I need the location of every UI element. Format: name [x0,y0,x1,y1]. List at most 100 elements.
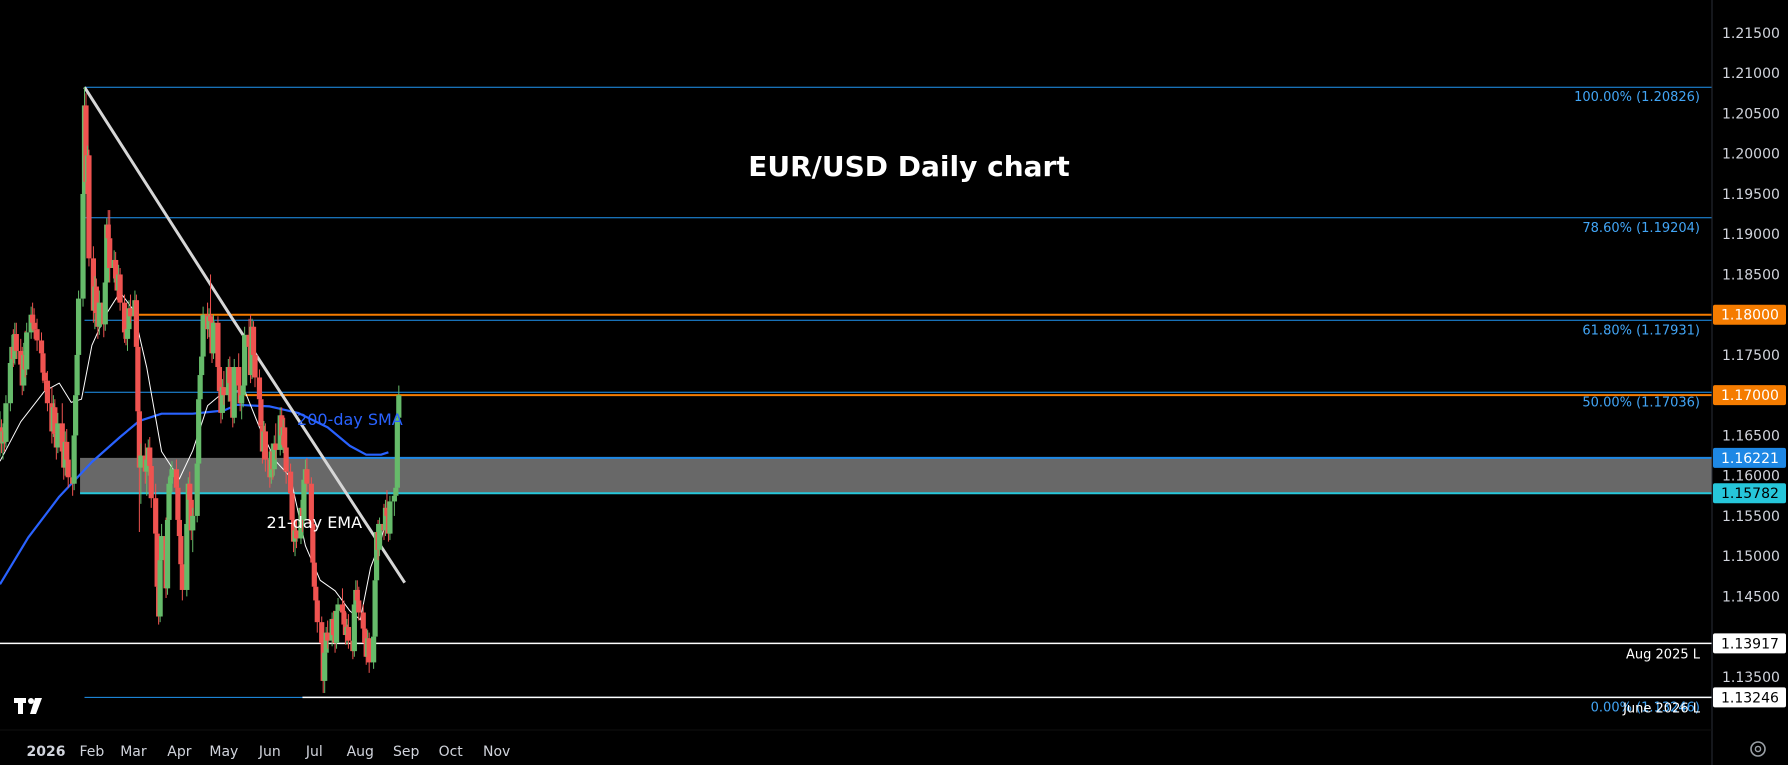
gear-icon[interactable] [1750,741,1766,757]
candle-body-106 [219,387,225,413]
candle-body-145 [301,479,307,520]
candle-body-32 [65,459,71,478]
candle-body-189 [393,487,399,496]
candle-body-12 [21,354,27,386]
candle-94 [196,391,202,472]
candle-body-87 [179,564,185,590]
candle-122 [252,346,258,388]
candle-body-190 [394,417,400,488]
candle-body-132 [273,443,279,450]
level-lines-layer [0,86,1712,699]
candle-body-152 [314,600,320,623]
candle-49 [102,274,108,331]
candle-179 [372,572,378,644]
candle-body-94 [196,399,202,464]
candle-body-185 [384,507,390,516]
candle-body-73 [153,498,159,534]
candle-body-115 [239,395,245,404]
price-tick-13: 1.13500 [1722,670,1780,686]
candle-14 [24,322,30,376]
price-tick-0: 1.21500 [1722,26,1780,42]
candle-93 [194,455,200,523]
candle-body-61 [126,308,132,330]
annotation-1: 21-day EMA [267,513,363,532]
candle-152 [314,594,320,633]
candle-134 [279,407,285,446]
candle-191 [396,385,402,424]
candle-body-173 [360,612,366,629]
candles-layer [0,86,402,693]
fib-label-2: 61.80% (1.17931) [1582,323,1700,338]
candle-117 [242,326,248,392]
candle-34 [71,425,77,491]
candle-body-191 [396,395,402,418]
candle-77 [159,523,165,573]
candle-body-97 [200,314,206,357]
time-tick-4: May [209,744,238,760]
candle-body-90 [187,483,193,500]
candle-132 [273,423,279,460]
time-tick-7: Aug [347,744,374,760]
price-tag-box-3 [1713,483,1786,504]
chart-labels-layer: 100.00% (1.20826) 78.60% (1.19204) 61.80% … [267,90,1701,716]
price-tag-box-2 [1713,447,1786,468]
time-axis[interactable]: 2026 Feb Mar Apr May Jun Jul Aug Sep Oct Nov [26,744,510,760]
candle-body-4 [3,403,9,442]
price-axis[interactable]: 1.21500 1.21000 1.20500 1.20000 1.19500 1.190… [1722,26,1780,686]
candle-body-159 [330,618,337,636]
candle-87 [179,554,185,601]
time-tick-2: Mar [120,744,147,760]
candle-148 [308,477,314,533]
candle-157 [325,620,331,649]
price-tag-1: 1.17000 [1721,388,1779,404]
fib-label-1: 78.60% (1.19204) [1582,221,1700,236]
candle-body-153 [319,622,325,644]
candle-80 [166,475,172,528]
price-tick-4: 1.19500 [1722,187,1780,203]
candle-body-71 [147,447,153,467]
candle-body-88 [184,523,190,590]
candle-body-57 [117,274,123,303]
candle-body-187 [387,501,393,534]
candle-body-138 [287,471,294,494]
candle-147 [304,457,310,492]
candle-body-102 [210,322,217,354]
candle-74 [154,523,160,597]
price-tick-9: 1.16000 [1722,469,1780,485]
candle-162 [335,598,341,625]
candle-body-127 [262,431,268,460]
candle-131 [271,435,277,476]
candle-body-123 [256,377,263,400]
candle-21 [41,358,48,392]
support-label-1: June 2026 L [1622,701,1701,716]
candle-body-113 [236,367,242,386]
candle-body-99 [206,316,212,330]
candle-142 [293,519,300,549]
candle-body-54 [113,259,119,279]
candle-112 [231,358,237,424]
candle-38 [80,185,86,307]
time-tick-3: Apr [167,744,191,760]
candle-body-72 [148,466,154,499]
candle-88 [184,515,190,597]
candle-body-80 [166,483,172,520]
candle-body-100 [207,316,214,322]
fib-label-3: 50.00% (1.17036) [1582,395,1700,410]
candle-103 [215,316,221,376]
candle-body-162 [335,604,341,611]
candle-body-47 [96,302,102,327]
candle-body-17 [31,322,37,330]
candle-62 [127,294,134,323]
candle-57 [117,268,123,311]
candle-body-25 [52,407,58,434]
candle-4 [3,395,9,448]
candle-184 [382,499,389,537]
candle-body-96 [199,356,205,376]
candle-body-28 [59,423,65,452]
tradingview-logo-icon[interactable] [14,698,50,714]
candle-body-38 [80,193,86,299]
price-tag-3: 1.15782 [1721,486,1779,502]
candle-161 [333,604,340,649]
candle-body-19 [38,340,45,354]
